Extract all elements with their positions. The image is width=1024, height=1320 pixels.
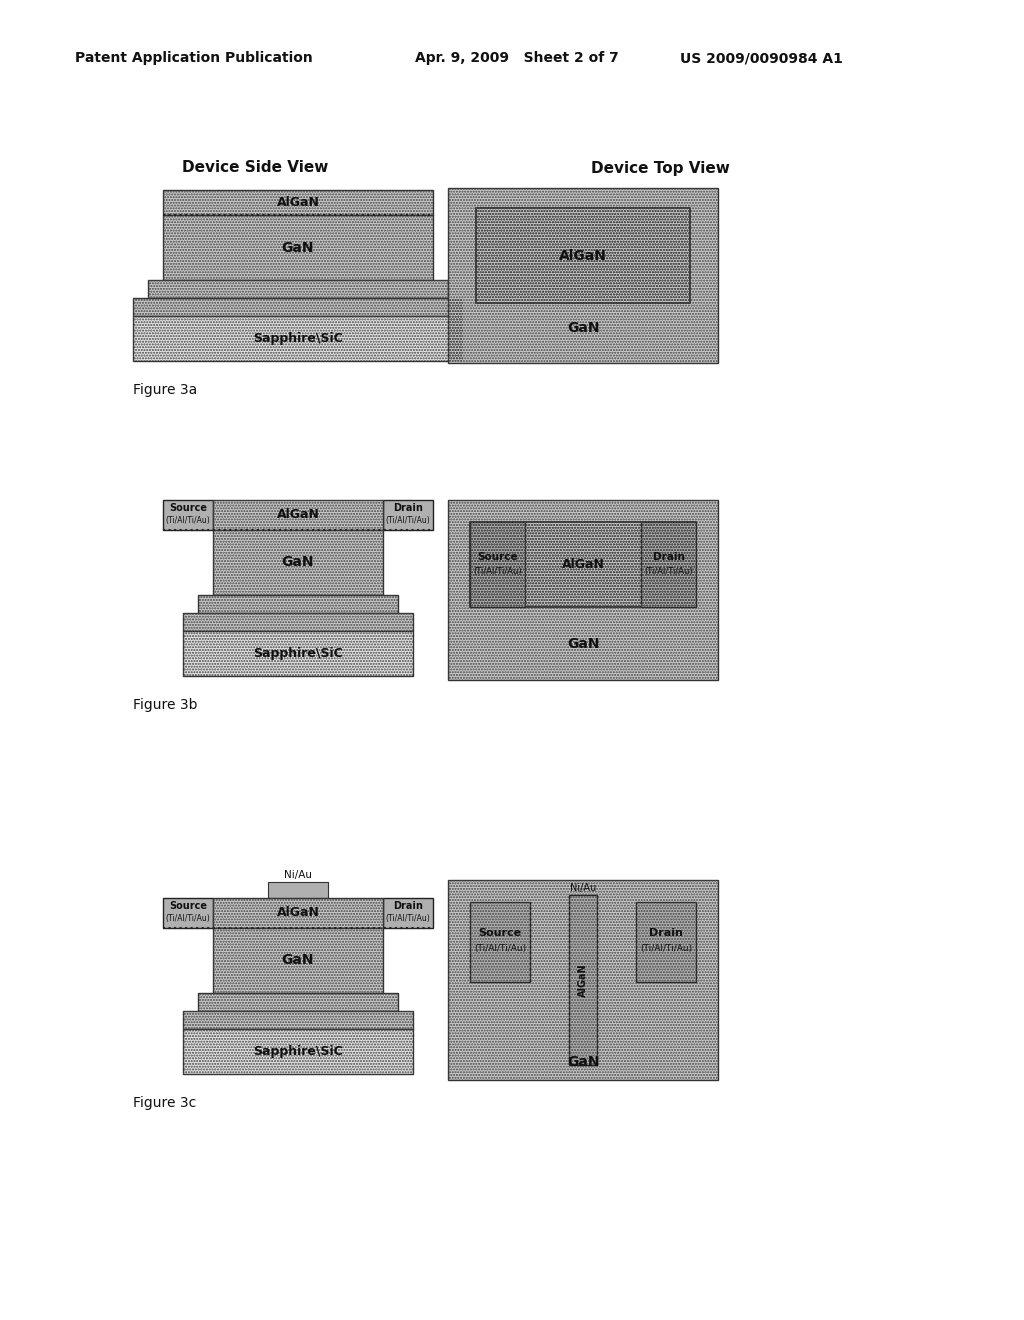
Bar	[163, 898, 213, 928]
Text: Drain: Drain	[649, 928, 683, 939]
Bar	[198, 993, 398, 1011]
Text: (Ti/Al/Ti/Au): (Ti/Al/Ti/Au)	[474, 945, 526, 953]
Text: (Ti/Al/Ti/Au): (Ti/Al/Ti/Au)	[473, 568, 522, 576]
Bar	[213, 531, 383, 595]
Bar	[213, 500, 383, 531]
Bar	[133, 315, 463, 360]
Bar	[449, 187, 718, 363]
Bar	[268, 882, 328, 898]
Text: Source: Source	[169, 503, 207, 513]
Bar	[183, 1011, 413, 1030]
Bar	[470, 521, 696, 607]
Bar	[198, 595, 398, 612]
Text: Sapphire\SiC: Sapphire\SiC	[253, 333, 343, 345]
Bar	[213, 500, 383, 531]
Bar	[213, 928, 383, 993]
Bar	[183, 612, 413, 631]
Bar	[470, 521, 525, 607]
Text: Ni/Au: Ni/Au	[284, 870, 312, 880]
Text: (Ti/Al/Ti/Au): (Ti/Al/Ti/Au)	[166, 915, 210, 924]
Bar	[449, 500, 718, 680]
Bar	[213, 531, 383, 595]
Text: Apr. 9, 2009   Sheet 2 of 7: Apr. 9, 2009 Sheet 2 of 7	[415, 51, 618, 65]
Bar	[470, 902, 530, 982]
Text: Sapphire\SiC: Sapphire\SiC	[253, 647, 343, 660]
Bar	[383, 898, 433, 928]
Bar	[133, 298, 463, 315]
Text: Ni/Au: Ni/Au	[570, 883, 596, 894]
Text: GaN: GaN	[282, 240, 314, 255]
Text: Sapphire\SiC: Sapphire\SiC	[253, 1045, 343, 1059]
Bar	[198, 993, 398, 1011]
Text: Drain: Drain	[393, 902, 423, 911]
Bar	[470, 521, 696, 607]
Bar	[213, 928, 383, 993]
Bar	[183, 1030, 413, 1074]
Bar	[213, 898, 383, 928]
Bar	[636, 902, 696, 982]
Bar	[183, 1030, 413, 1074]
Text: Patent Application Publication: Patent Application Publication	[75, 51, 312, 65]
Bar	[148, 280, 449, 298]
Bar	[183, 631, 413, 676]
Text: AlGaN: AlGaN	[276, 508, 319, 521]
Text: (Ti/Al/Ti/Au): (Ti/Al/Ti/Au)	[640, 945, 692, 953]
Text: (Ti/Al/Ti/Au): (Ti/Al/Ti/Au)	[166, 516, 210, 525]
Bar	[163, 500, 213, 531]
Text: (Ti/Al/Ti/Au): (Ti/Al/Ti/Au)	[644, 568, 693, 576]
Bar	[183, 631, 413, 676]
Bar	[163, 190, 433, 215]
Text: AlGaN: AlGaN	[561, 558, 604, 572]
Text: AlGaN: AlGaN	[276, 907, 319, 920]
Bar	[476, 209, 690, 304]
Bar	[183, 612, 413, 631]
Bar	[213, 898, 383, 928]
Text: GaN: GaN	[566, 1055, 599, 1069]
Text: Source: Source	[169, 902, 207, 911]
Text: Source: Source	[478, 928, 521, 939]
Bar	[148, 280, 449, 298]
Text: US 2009/0090984 A1: US 2009/0090984 A1	[680, 51, 843, 65]
Text: GaN: GaN	[282, 953, 314, 968]
Text: GaN: GaN	[566, 638, 599, 651]
Text: GaN: GaN	[282, 556, 314, 569]
Bar	[133, 315, 463, 360]
Text: Drain: Drain	[393, 503, 423, 513]
Text: Figure 3c: Figure 3c	[133, 1096, 197, 1110]
Bar	[163, 215, 433, 280]
Text: AlGaN: AlGaN	[276, 195, 319, 209]
Text: GaN: GaN	[566, 321, 599, 335]
Bar	[449, 880, 718, 1080]
Bar	[641, 521, 696, 607]
Text: Figure 3a: Figure 3a	[133, 383, 198, 397]
Text: AlGaN: AlGaN	[578, 964, 588, 997]
Text: Device Side View: Device Side View	[182, 161, 328, 176]
Text: AlGaN: AlGaN	[559, 248, 607, 263]
Bar	[183, 1011, 413, 1030]
Text: Device Top View: Device Top View	[591, 161, 729, 176]
Bar	[449, 187, 718, 363]
Text: (Ti/Al/Ti/Au): (Ti/Al/Ti/Au)	[386, 915, 430, 924]
Bar	[133, 298, 463, 315]
Text: Drain: Drain	[652, 553, 684, 562]
Bar	[163, 190, 433, 215]
Bar	[449, 500, 718, 680]
Text: Source: Source	[477, 553, 518, 562]
Bar	[383, 500, 433, 531]
Bar	[449, 880, 718, 1080]
Text: Figure 3b: Figure 3b	[133, 698, 198, 711]
Bar	[569, 895, 597, 1065]
Bar	[163, 215, 433, 280]
Bar	[476, 209, 690, 304]
Bar	[198, 595, 398, 612]
Text: (Ti/Al/Ti/Au): (Ti/Al/Ti/Au)	[386, 516, 430, 525]
